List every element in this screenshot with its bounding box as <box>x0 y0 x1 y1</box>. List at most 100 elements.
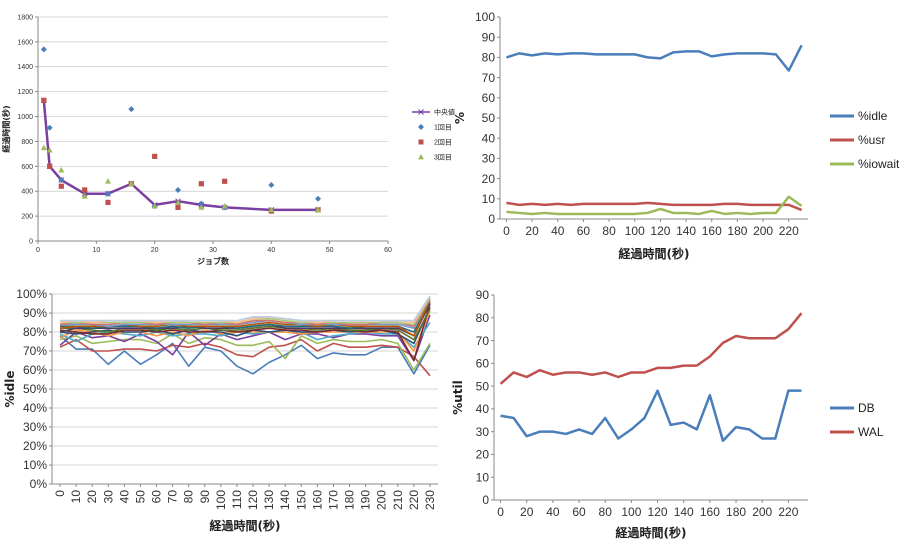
x-tick-label: 80 <box>599 505 613 519</box>
x-tick-label: 30 <box>101 490 115 504</box>
y-tick-label: 0% <box>30 477 48 491</box>
x-tick-label: 20 <box>520 505 534 519</box>
series-s0 <box>59 335 431 375</box>
chart-idle-per-cpu: 0% 10% 20% 30% 40% 50% 60% 70% 80% 90% 100% 0 10 20 30… <box>3 287 438 533</box>
series-1 <box>40 46 321 211</box>
y-tick-label: 40% <box>23 401 47 415</box>
x-tick-label: 50 <box>133 490 147 504</box>
y-tick-label: 20 <box>476 448 490 462</box>
data-point <box>222 178 228 184</box>
y-tick-label: 60 <box>476 357 490 371</box>
data-point <box>58 177 65 184</box>
data-point <box>268 182 275 188</box>
series-3 <box>40 144 321 213</box>
data-point <box>221 202 228 209</box>
x-tick-label: 20 <box>151 247 159 254</box>
y-tick-label: 90 <box>482 30 496 44</box>
legend-label: WAL <box>858 425 884 439</box>
legend-item: WAL <box>830 425 884 439</box>
y-tick-label: 90 <box>476 288 490 302</box>
x-tick-label: 100 <box>625 224 645 238</box>
x-tick-label: 210 <box>391 490 405 510</box>
series-line <box>506 195 803 216</box>
x-tick-label: 30 <box>209 247 217 254</box>
x-tick-label: 230 <box>423 490 437 510</box>
legend-label: 中央値 <box>434 107 455 116</box>
series-DB <box>500 389 802 443</box>
x-tick-label: 40 <box>267 247 275 254</box>
data-point <box>175 199 181 205</box>
legend-item: 3回目 <box>418 153 452 161</box>
legend-label: DB <box>858 401 875 415</box>
x-tick-label: 140 <box>674 505 694 519</box>
x-tick-label: 120 <box>648 505 668 519</box>
data-point <box>151 202 158 209</box>
x-tick-label: 0 <box>36 247 40 254</box>
series-usr <box>506 201 803 212</box>
y-tick-label: 70 <box>476 334 490 348</box>
data-point <box>175 186 181 193</box>
y-tick-label: 20% <box>23 439 47 453</box>
data-point <box>198 181 204 187</box>
data-point <box>82 187 88 193</box>
x-tick-label: 220 <box>778 505 798 519</box>
x-tick-label: 200 <box>752 505 772 519</box>
x-tick-label: 60 <box>572 505 586 519</box>
legend-label: 2回目 <box>434 138 452 146</box>
x-tick-label: 110 <box>230 490 244 509</box>
data-point <box>198 204 205 210</box>
x-tick-label: 140 <box>278 490 292 510</box>
y-tick-label: 0 <box>488 212 495 226</box>
series-s0 <box>40 97 321 213</box>
series-idle <box>506 44 803 72</box>
y-tick-label: 1000 <box>17 114 33 121</box>
data-point <box>105 190 111 197</box>
y-tick-label: 40 <box>476 402 490 416</box>
data-point <box>128 106 135 113</box>
legend-item: %iowait <box>830 157 900 171</box>
series-s3 <box>59 314 431 362</box>
legend-label: 3回目 <box>434 153 452 161</box>
y-tick-label: 400 <box>21 189 33 196</box>
series-line <box>60 295 431 322</box>
data-point <box>198 200 205 207</box>
x-tick-label: 140 <box>676 224 696 238</box>
x-tick-label: 100 <box>214 490 228 510</box>
legend-marker <box>418 139 424 145</box>
x-tick-label: 180 <box>726 505 746 519</box>
x-tick-label: 180 <box>343 490 357 510</box>
x-tick-label: 160 <box>310 490 324 510</box>
x-tick-label: 200 <box>753 224 773 238</box>
y-tick-label: 1200 <box>17 89 33 96</box>
series-line <box>499 312 803 385</box>
data-point <box>81 193 88 199</box>
x-tick-label: 190 <box>359 490 373 510</box>
y-tick-label: 50% <box>23 382 47 396</box>
series-WAL <box>499 312 803 385</box>
x-tick-label: 180 <box>727 224 747 238</box>
legend-marker <box>418 109 424 115</box>
data-point <box>105 178 111 184</box>
x-tick-label: 90 <box>198 490 212 504</box>
y-tick-label: 50 <box>482 111 496 125</box>
x-axis-title: ジョブ数 <box>197 256 230 266</box>
y-tick-label: 1600 <box>17 39 33 46</box>
x-tick-label: 0 <box>503 224 510 238</box>
x-tick-label: 160 <box>702 224 722 238</box>
x-tick-label: 150 <box>294 490 308 510</box>
data-point <box>175 204 181 210</box>
y-tick-label: 1800 <box>17 14 33 21</box>
y-tick-label: 1400 <box>17 64 33 71</box>
y-tick-label: 0 <box>29 238 33 245</box>
x-tick-label: 220 <box>407 490 421 510</box>
y-tick-label: 50 <box>476 379 490 393</box>
y-tick-label: 30% <box>23 420 47 434</box>
y-tick-label: 30 <box>482 152 496 166</box>
chart-job-elapsed: 0 200 400 600 800 1000 1200 1400 1600 1800 0 10 20 30… <box>1 14 455 266</box>
series-line <box>59 338 431 377</box>
x-tick-label: 220 <box>779 224 799 238</box>
x-tick-label: 0 <box>53 490 67 497</box>
y-tick-label: 80 <box>476 311 490 325</box>
x-tick-label: 60 <box>384 247 392 254</box>
